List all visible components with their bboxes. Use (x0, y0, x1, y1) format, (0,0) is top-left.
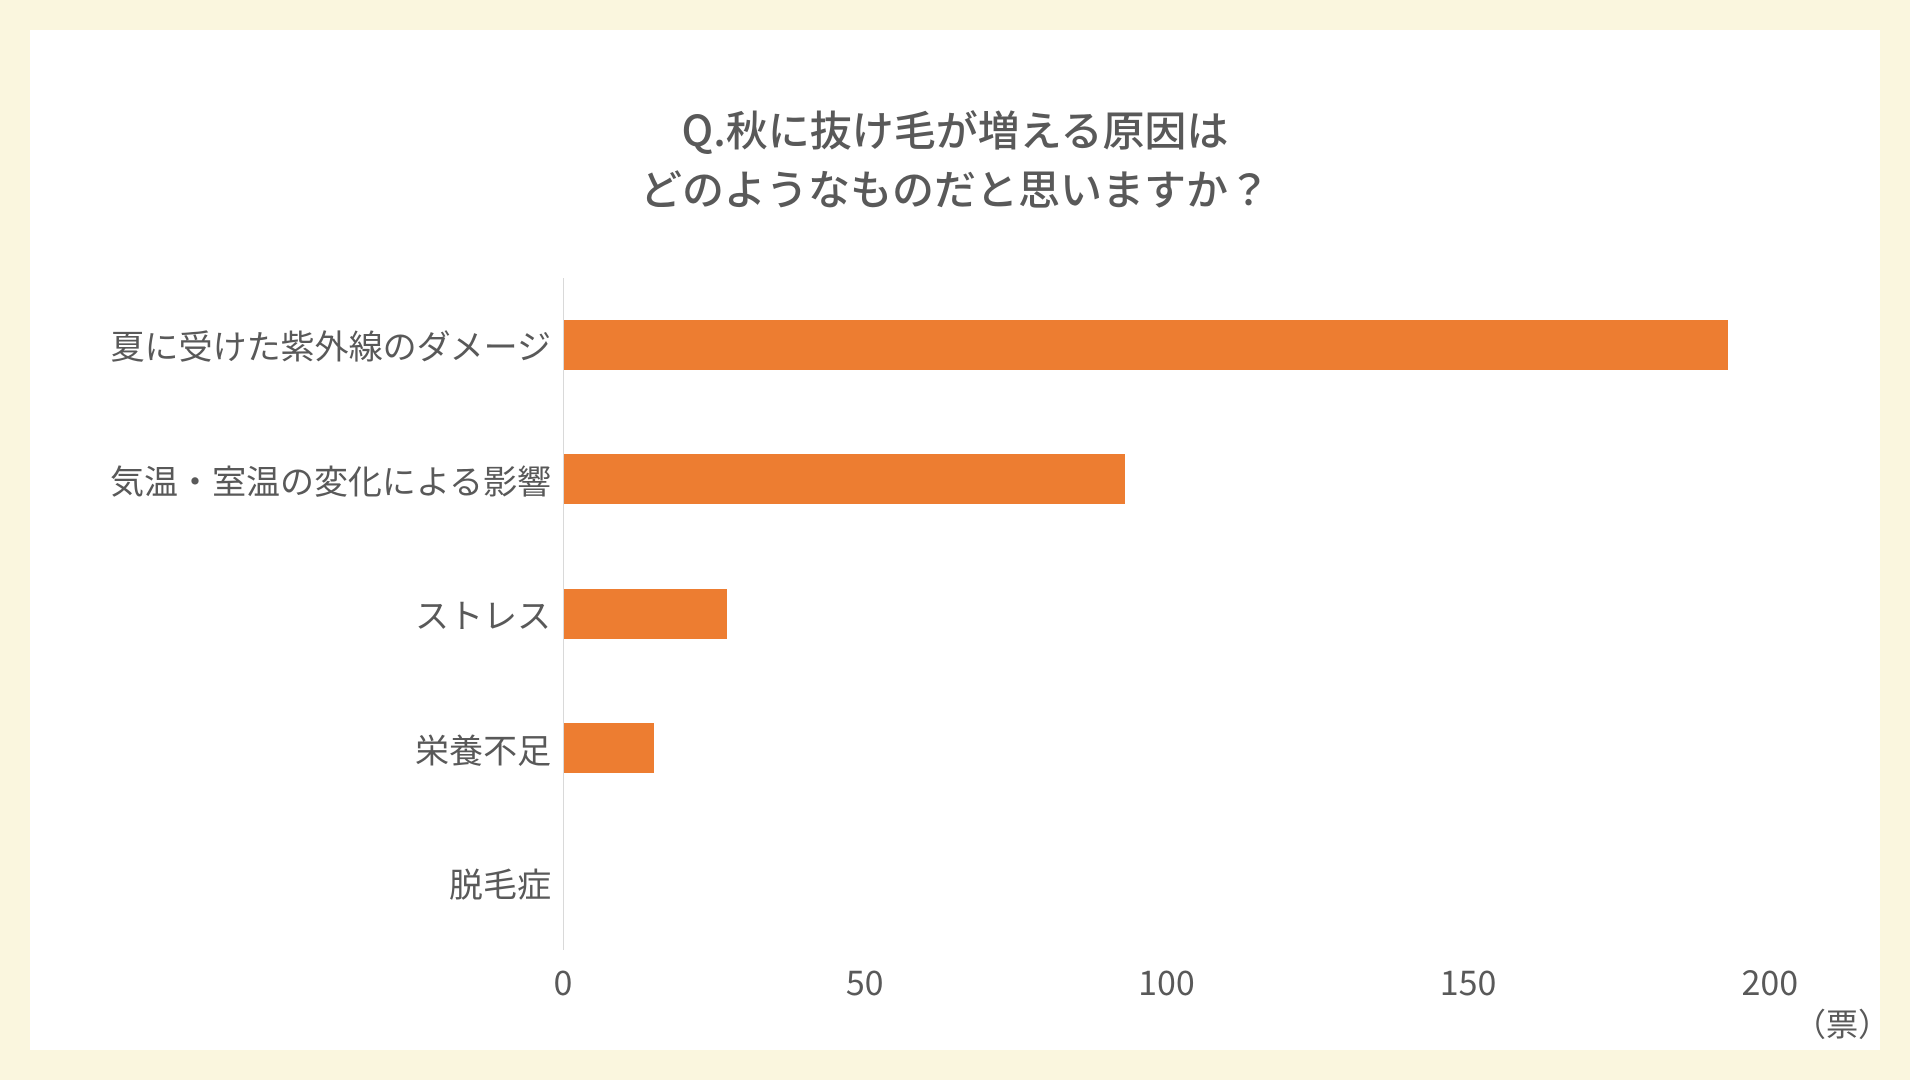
bar (564, 454, 1125, 504)
x-axis-tick-label: 100 (1138, 956, 1195, 1005)
x-axis-ticks: 050100150200 (563, 950, 1800, 1000)
y-axis-label: 気温・室温の変化による影響 (110, 433, 551, 525)
y-axis-label: 脱毛症 (110, 837, 551, 929)
bars-plot (563, 278, 1800, 950)
bars-wrapper: 夏に受けた紫外線のダメージ気温・室温の変化による影響ストレス栄養不足脱毛症 (110, 278, 1800, 950)
x-axis-line-wrap: 050100150200 （票） (563, 950, 1800, 1000)
x-axis-tick-label: 50 (846, 956, 884, 1005)
y-axis-label: 夏に受けた紫外線のダメージ (110, 299, 551, 391)
x-axis-spacer (110, 950, 563, 1000)
bar (564, 723, 654, 773)
x-axis-tick-label: 0 (554, 956, 573, 1005)
chart-title-line1: Q.秋に抜け毛が増える原因は (682, 98, 1229, 159)
bar-row (564, 568, 1800, 660)
chart-container: Q.秋に抜け毛が増える原因は どのようなものだと思いますか？ 夏に受けた紫外線の… (30, 30, 1880, 1050)
x-axis-tick-label: 150 (1440, 956, 1497, 1005)
y-axis-labels: 夏に受けた紫外線のダメージ気温・室温の変化による影響ストレス栄養不足脱毛症 (110, 278, 563, 950)
bar-row (564, 433, 1800, 525)
bar-row (564, 702, 1800, 794)
y-axis-label: ストレス (110, 568, 551, 660)
bar (564, 320, 1728, 370)
plot-area: 夏に受けた紫外線のダメージ気温・室温の変化による影響ストレス栄養不足脱毛症 05… (110, 278, 1800, 1000)
x-axis-tick-label: 200 (1742, 956, 1799, 1005)
x-axis-unit-label: （票） (1794, 1000, 1890, 1046)
bar-row (564, 837, 1800, 929)
bar (564, 589, 727, 639)
chart-title-line2: どのようなものだと思いますか？ (640, 157, 1270, 218)
bar-row (564, 299, 1800, 391)
x-axis: 050100150200 （票） (110, 950, 1800, 1000)
y-axis-label: 栄養不足 (110, 702, 551, 794)
chart-title: Q.秋に抜け毛が増える原因は どのようなものだと思いますか？ (110, 100, 1800, 218)
